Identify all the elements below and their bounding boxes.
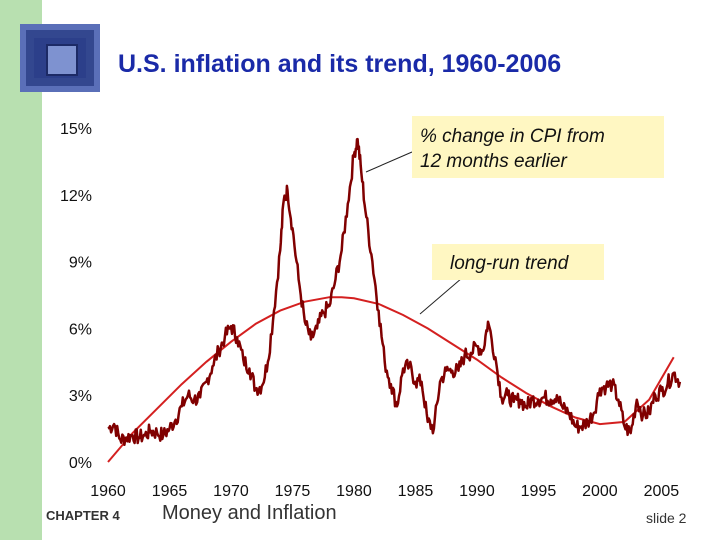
trend-line xyxy=(107,296,675,463)
x-tick-label: 1960 xyxy=(90,483,126,500)
y-tick-label: 15% xyxy=(60,121,92,138)
x-tick-label: 2000 xyxy=(582,483,618,500)
trend-callout-pointer xyxy=(419,277,463,315)
x-tick-label: 1995 xyxy=(521,483,557,500)
cpi-callout-pointer xyxy=(365,151,413,173)
x-tick-label: 1970 xyxy=(213,483,249,500)
x-tick-label: 1990 xyxy=(459,483,495,500)
cpi-callout-box xyxy=(412,116,664,178)
y-tick-label: 9% xyxy=(69,255,92,272)
x-tick-label: 1980 xyxy=(336,483,372,500)
y-tick-label: 12% xyxy=(60,188,92,205)
y-tick-label: 6% xyxy=(69,321,92,338)
trend-callout-text: long-run trend xyxy=(450,253,570,274)
slide-number: slide 2 xyxy=(646,510,687,526)
x-tick-label: 1985 xyxy=(398,483,434,500)
slide-decoration-image xyxy=(20,24,100,92)
cpi-callout-text: % change in CPI from xyxy=(420,126,605,147)
x-tick-label: 2005 xyxy=(644,483,680,500)
cpi-callout-text: 12 months earlier xyxy=(420,151,567,172)
slide-title: U.S. inflation and its trend, 1960-2006 xyxy=(118,50,562,78)
cpi-line xyxy=(107,137,682,447)
inflation-chart: 0% 3% 6% 9% 12% 15% 1960 1965 1970 1975 1980 1985 1… xyxy=(60,116,682,500)
y-tick-label: 0% xyxy=(69,455,92,472)
x-tick-label: 1965 xyxy=(152,483,188,500)
chapter-label: CHAPTER 4 xyxy=(46,508,120,523)
decoration-center xyxy=(46,44,78,76)
trend-callout-box xyxy=(432,244,604,280)
x-tick-label: 1975 xyxy=(275,483,311,500)
y-tick-label: 3% xyxy=(69,388,92,405)
topic-label: Money and Inflation xyxy=(162,502,337,524)
